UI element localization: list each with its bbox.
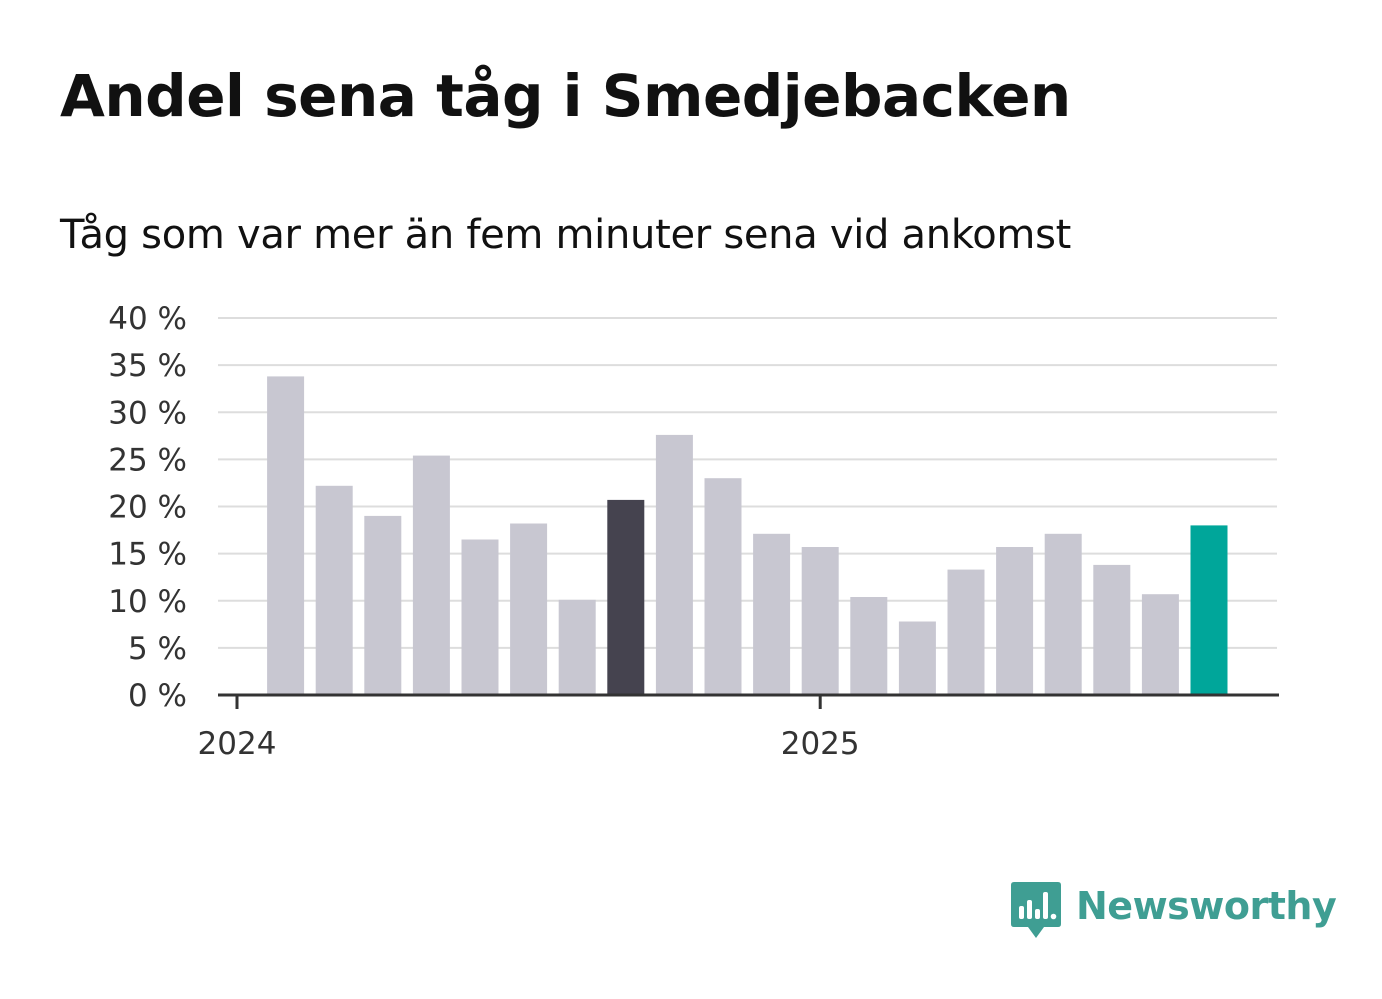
axes <box>218 693 1279 709</box>
y-tick-label: 20 % <box>108 490 187 526</box>
y-tick-label: 0 % <box>128 678 187 714</box>
bar <box>655 434 693 695</box>
bars <box>267 376 1228 695</box>
y-tick-label: 10 % <box>108 584 187 620</box>
y-tick-label: 35 % <box>108 348 187 384</box>
bar <box>1141 594 1179 695</box>
bar <box>412 455 450 695</box>
bar <box>947 569 985 695</box>
y-axis-labels: 0 % 5 % 10 % 15 % 20 % 25 % 30 % 35 % 40 % <box>108 301 187 714</box>
bar <box>996 547 1034 695</box>
bar <box>1093 564 1131 695</box>
x-tick-label: 2024 <box>198 726 277 762</box>
gridlines <box>218 317 1277 649</box>
y-tick-label: 5 % <box>128 631 187 667</box>
bar <box>315 485 353 695</box>
y-tick-label: 30 % <box>108 395 187 431</box>
newsworthy-logo-icon <box>1011 882 1061 938</box>
bar <box>801 547 839 695</box>
bar <box>753 533 791 695</box>
bar <box>1044 533 1082 695</box>
chart-title: Andel sena tåg i Smedjebacken <box>60 62 1071 130</box>
chart-subtitle: Tåg som var mer än fem minuter sena vid … <box>60 212 1072 258</box>
bar <box>461 539 499 695</box>
y-tick-label: 25 % <box>108 442 187 478</box>
bar <box>704 478 742 695</box>
x-tick-label: 2025 <box>781 726 860 762</box>
bar-highlighted <box>607 499 645 695</box>
bar <box>898 621 936 695</box>
bar <box>364 515 402 695</box>
brand-logo: Newsworthy <box>1010 876 1337 942</box>
bar <box>850 597 888 695</box>
y-tick-label: 15 % <box>108 537 187 573</box>
brand-name: Newsworthy <box>1076 884 1337 928</box>
bar-latest <box>1190 525 1228 695</box>
bar <box>510 523 548 695</box>
bar <box>267 376 305 695</box>
x-axis-labels: 2024 2025 <box>198 726 860 762</box>
y-tick-label: 40 % <box>108 301 187 337</box>
bar <box>558 599 596 695</box>
bar-chart: 0 %5 %10 %15 %20 %25 %30 %35 %40 % 2024 2… <box>108 301 1279 762</box>
